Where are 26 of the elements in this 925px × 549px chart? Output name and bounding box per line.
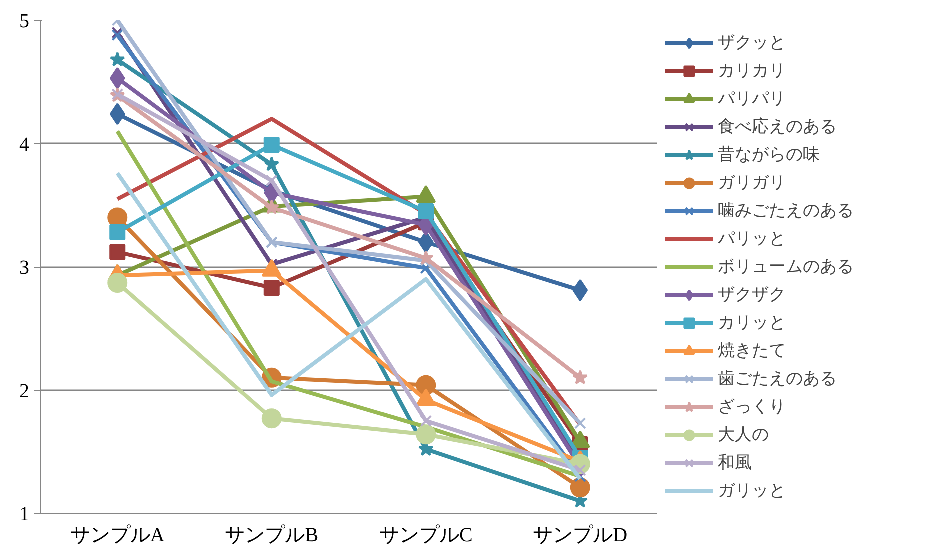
legend-label: パリパリ — [718, 88, 786, 110]
x-tick-label: サンプルD — [533, 524, 628, 546]
legend-label: カリッと — [718, 312, 786, 334]
legend-label: ボリュームのある — [718, 256, 854, 278]
legend-label: ざっくり — [718, 396, 786, 418]
legend-label: 大人の — [718, 424, 769, 446]
y-tick-label: 1 — [20, 504, 30, 526]
legend-label: 歯ごたえのある — [718, 368, 837, 390]
legend-label: 食べ応えのある — [718, 116, 837, 138]
x-tick-label: サンプルC — [379, 524, 473, 546]
legend-label: ガリガリ — [718, 172, 786, 194]
legend-label: 焼きたて — [718, 340, 786, 362]
y-tick-label: 3 — [20, 257, 30, 279]
y-tick-label: 2 — [20, 380, 30, 402]
legend-label: 噛みごたえのある — [718, 200, 854, 222]
legend-label: 昔ながらの味 — [718, 144, 820, 166]
legend-label: ガリッと — [718, 480, 786, 502]
legend-label: ザクザク — [718, 284, 786, 306]
y-tick-label: 4 — [20, 134, 30, 156]
legend-label: パリッと — [718, 228, 786, 250]
x-tick-label: サンプルA — [70, 524, 166, 546]
legend-label: ザクッと — [718, 32, 786, 54]
legend-label: カリカリ — [718, 60, 786, 82]
x-tick-label: サンプルB — [225, 524, 319, 546]
y-tick-label: 5 — [20, 10, 30, 32]
legend-label: 和風 — [718, 452, 752, 474]
